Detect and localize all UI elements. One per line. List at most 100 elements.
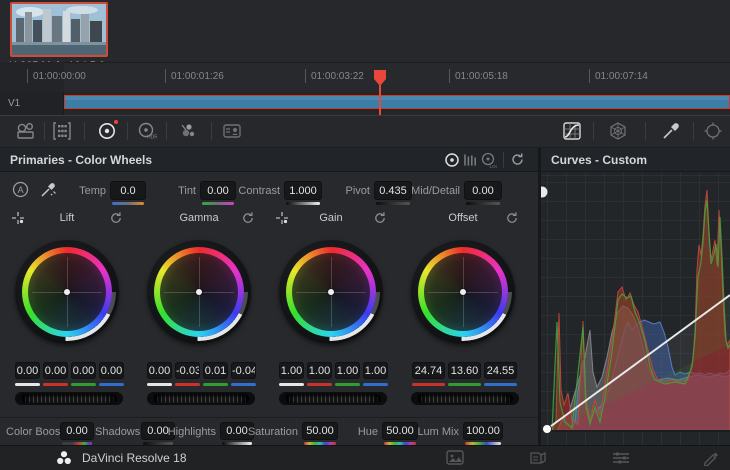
bars-mode-icon[interactable] <box>462 152 478 168</box>
gamma-value-r[interactable] <box>175 362 200 379</box>
unsaved-dot-badge <box>114 120 118 124</box>
saturation-input[interactable] <box>302 422 338 440</box>
white-balance-picker-icon[interactable] <box>40 181 57 198</box>
offset-reset-icon[interactable] <box>505 211 519 225</box>
timeline-clip-selected[interactable] <box>64 95 730 109</box>
gain-value-r[interactable] <box>307 362 332 379</box>
pivot-label: Pivot <box>345 185 370 197</box>
playhead-line[interactable] <box>379 70 381 115</box>
lift-color-wheel[interactable] <box>15 240 119 344</box>
hue-input[interactable] <box>382 422 418 440</box>
lift-value-r[interactable] <box>43 362 68 379</box>
lift-master-dial[interactable] <box>15 392 123 405</box>
contrast-slider[interactable] <box>286 202 320 205</box>
palette-toolbar <box>0 115 730 148</box>
offset-wheel-dot[interactable] <box>460 289 466 295</box>
color-boost-input[interactable] <box>60 422 94 440</box>
qualifier-eyedropper-icon[interactable] <box>661 121 681 141</box>
lift-value-g[interactable] <box>71 362 96 379</box>
auto-balance-icon[interactable]: A <box>12 181 29 198</box>
camera-raw-icon[interactable] <box>16 121 36 141</box>
gain-value-g[interactable] <box>335 362 360 379</box>
mixer-icon[interactable] <box>612 450 630 466</box>
mid-detail-slider[interactable] <box>466 202 500 205</box>
tint-label: Tint <box>178 185 196 197</box>
gamma-b-underline <box>231 383 256 386</box>
timecode: 01:00:01:26 <box>165 69 224 83</box>
pivot-input[interactable] <box>374 181 412 200</box>
temp-slider[interactable] <box>112 202 144 205</box>
color-warper-icon[interactable] <box>608 121 628 141</box>
gamma-value-b[interactable] <box>231 362 256 379</box>
tint-input[interactable] <box>200 181 236 200</box>
curves-panel-title: Curves - Custom <box>551 153 648 167</box>
gain-crosshair-icon[interactable] <box>275 211 289 225</box>
lum-mix-input[interactable] <box>463 422 503 440</box>
lift-value-y[interactable] <box>15 362 40 379</box>
saturation-label: Saturation <box>247 426 298 438</box>
gamma-master-dial[interactable] <box>147 392 255 405</box>
contrast-input[interactable] <box>284 181 322 200</box>
gain-label: Gain <box>319 212 343 224</box>
reset-primaries-icon[interactable] <box>510 152 525 167</box>
shadows-slider[interactable] <box>143 442 173 445</box>
color-boost-slider[interactable] <box>62 442 92 445</box>
highlights-slider[interactable] <box>222 442 252 445</box>
saturation-slider[interactable] <box>304 442 336 445</box>
gamma-color-wheel[interactable] <box>147 240 251 344</box>
hue-label: Hue <box>357 426 378 438</box>
gain-color-wheel[interactable] <box>279 240 383 344</box>
lut-browser-icon[interactable] <box>529 450 547 466</box>
davinci-resolve-logo <box>57 451 71 465</box>
curves-icon[interactable] <box>562 121 582 141</box>
offset-value-r[interactable] <box>412 362 445 379</box>
gallery-stills-icon[interactable] <box>446 450 464 466</box>
offset-master-dial[interactable] <box>411 392 519 405</box>
gain-wheel-dot[interactable] <box>328 289 334 295</box>
color-match-icon[interactable] <box>52 121 72 141</box>
lift-wheel-dot[interactable] <box>64 289 70 295</box>
mid-detail-label: Mid/Detail <box>411 185 460 197</box>
gamma-reset-icon[interactable] <box>241 211 255 225</box>
track-label-v1: V1 <box>8 98 21 109</box>
gamma-value-y[interactable] <box>147 362 172 379</box>
offset-color-wheel[interactable] <box>411 240 515 344</box>
hdr-wheels-icon[interactable]: HDR <box>137 121 157 141</box>
gain-master-dial[interactable] <box>279 392 387 405</box>
shadows-input[interactable] <box>141 422 175 440</box>
gain-reset-icon[interactable] <box>373 211 387 225</box>
lift-b-underline <box>99 383 124 386</box>
gain-value-b[interactable] <box>363 362 388 379</box>
hue-slider[interactable] <box>384 442 416 445</box>
log-mode-icon[interactable]: LOG <box>480 152 497 169</box>
lift-value-b[interactable] <box>99 362 124 379</box>
wheels-mode-icon[interactable] <box>444 152 460 168</box>
rgb-mixer-icon[interactable] <box>178 121 198 141</box>
gain-value-y[interactable] <box>279 362 304 379</box>
offset-value-g[interactable] <box>448 362 481 379</box>
offset-value-b[interactable] <box>484 362 517 379</box>
primaries-panel-title: Primaries - Color Wheels <box>10 153 153 167</box>
lift-crosshair-icon[interactable] <box>11 211 25 225</box>
gamma-value-g[interactable] <box>203 362 228 379</box>
metadata-pencil-icon[interactable] <box>701 450 719 466</box>
power-window-icon[interactable] <box>703 121 723 141</box>
lift-reset-icon[interactable] <box>109 211 123 225</box>
motion-effects-icon[interactable] <box>222 121 242 141</box>
highlights-input[interactable] <box>220 422 254 440</box>
temp-input[interactable] <box>110 181 146 200</box>
curve-black-point-handle[interactable] <box>542 424 552 434</box>
playhead-marker[interactable] <box>373 70 387 87</box>
soft-clip-handle[interactable] <box>541 186 548 198</box>
status-bar <box>0 445 730 470</box>
clip-thumbnail[interactable] <box>10 2 108 57</box>
tint-slider[interactable] <box>202 202 234 205</box>
gamma-wheel-dot[interactable] <box>196 289 202 295</box>
color-wheels-icon[interactable] <box>97 121 117 141</box>
mid-detail-input[interactable] <box>464 181 502 200</box>
lum-mix-slider[interactable] <box>465 442 501 445</box>
curves-editor[interactable] <box>541 172 730 445</box>
timeline-ruler[interactable] <box>0 62 730 92</box>
pivot-slider[interactable] <box>376 202 410 205</box>
